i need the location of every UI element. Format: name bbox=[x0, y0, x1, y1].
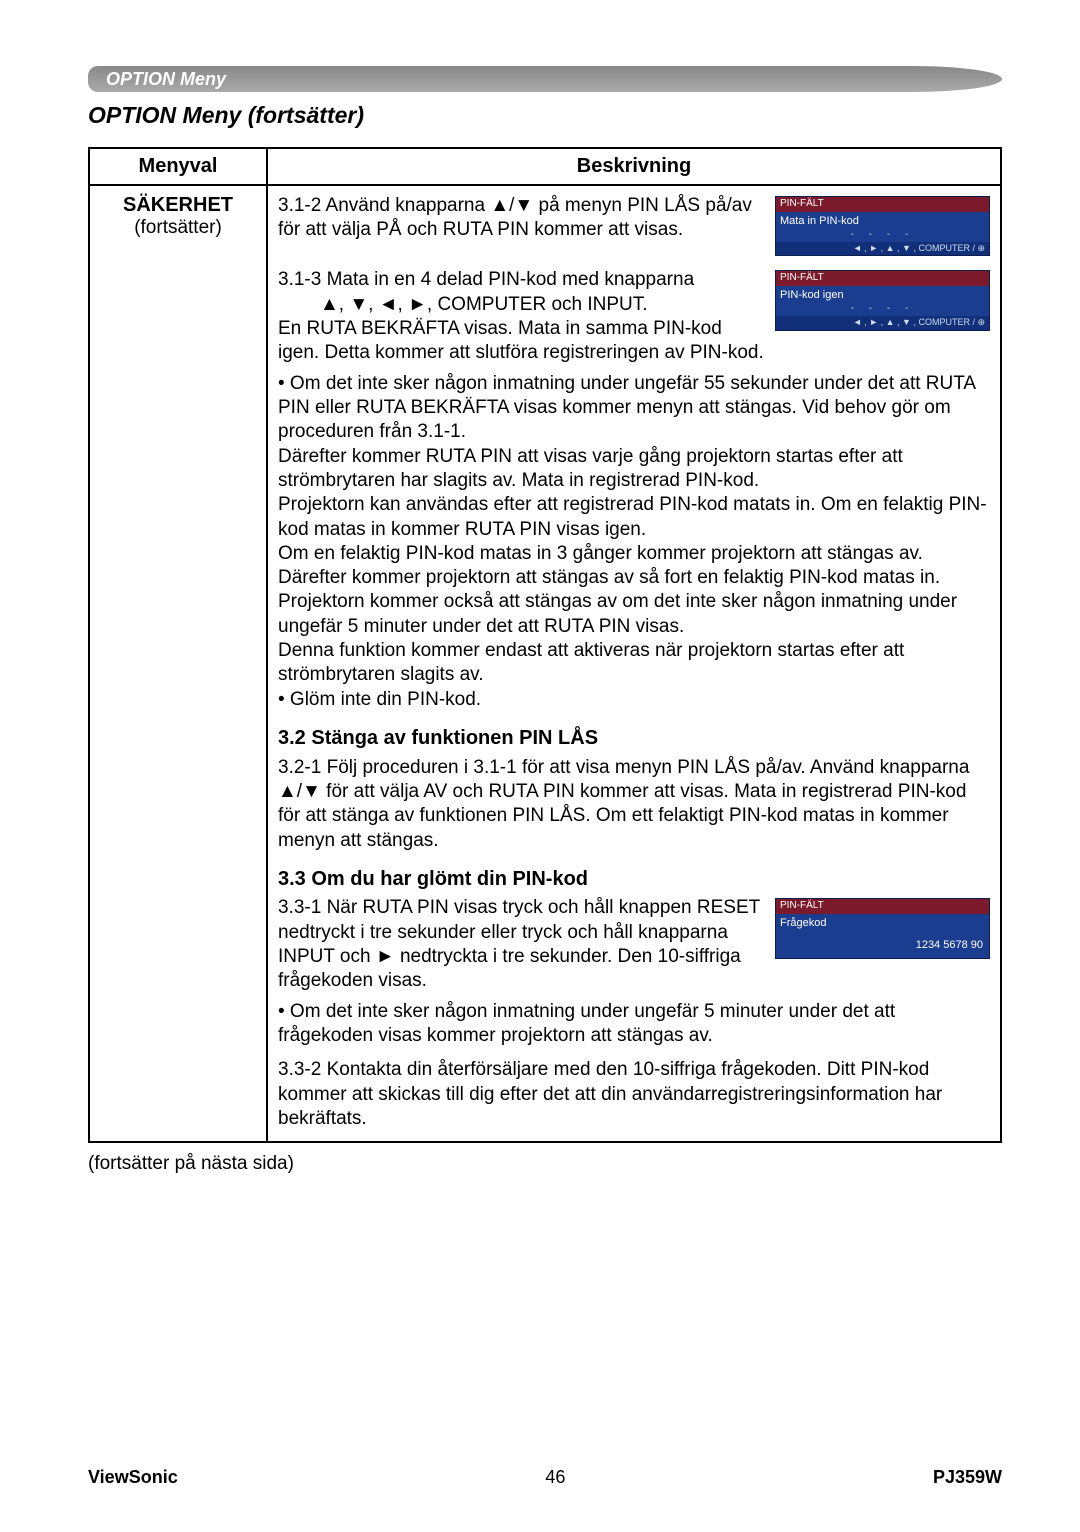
pin-box-1-foot: ◄ , ► , ▲ , ▼ , COMPUTER / ⊕ bbox=[776, 242, 989, 256]
step-3-2-1: 3.2-1 Följ proceduren i 3.1-1 för att vi… bbox=[278, 756, 990, 853]
pin-box-1: PIN-FÄLT Mata in PIN-kod - - - - ◄ , ► ,… bbox=[775, 196, 990, 256]
pin-box-2-header: PIN-FÄLT bbox=[776, 271, 989, 286]
pin-box-1-label: Mata in PIN-kod bbox=[776, 212, 989, 230]
step-3-1-3-text-b: En RUTA BEKRÄFTA visas. Mata in samma PI… bbox=[278, 317, 767, 366]
para-1: Därefter kommer RUTA PIN att visas varje… bbox=[278, 445, 990, 494]
heading-3-2: 3.2 Stänga av funktionen PIN LÅS bbox=[278, 726, 990, 752]
footer-page-number: 46 bbox=[545, 1467, 565, 1488]
arrow-right-icon: ► bbox=[376, 946, 395, 967]
para-3: Om en felaktig PIN-kod matas in 3 gånger… bbox=[278, 542, 990, 639]
pin-box-2: PIN-FÄLT PIN-kod igen - - - - ◄ , ► , ▲ … bbox=[775, 270, 990, 330]
arrow-up-down-icon: ▲/▼ bbox=[278, 781, 321, 802]
menyval-cell: SÄKERHET (fortsätter) bbox=[89, 185, 267, 1142]
pin-box-3-label: Frågekod bbox=[776, 914, 989, 932]
pin-box-1-header: PIN-FÄLT bbox=[776, 197, 989, 212]
step-3-1-3-text-a: 3.1-3 Mata in en 4 delad PIN-kod med kna… bbox=[278, 268, 767, 292]
pin-box-3: PIN-FÄLT Frågekod 1234 5678 90 bbox=[775, 898, 990, 959]
description-cell: 3.1-2 Använd knapparna ▲/▼ på menyn PIN … bbox=[267, 185, 1001, 1142]
pin-box-1-dashes: - - - - bbox=[776, 230, 989, 242]
pin-box-2-foot: ◄ , ► , ▲ , ▼ , COMPUTER / ⊕ bbox=[776, 316, 989, 330]
step-3-1-2: 3.1-2 Använd knapparna ▲/▼ på menyn PIN … bbox=[278, 194, 990, 262]
para-4: Denna funktion kommer endast att aktiver… bbox=[278, 639, 990, 688]
continues-note: (fortsätter på nästa sida) bbox=[88, 1153, 1002, 1175]
page-subtitle: OPTION Meny (fortsätter) bbox=[88, 102, 1002, 129]
pin-box-2-dashes: - - - - bbox=[776, 304, 989, 316]
section-header-bar: OPTION Meny bbox=[88, 66, 1002, 92]
col-header-menyval: Menyval bbox=[89, 148, 267, 185]
pin-box-2-label: PIN-kod igen bbox=[776, 286, 989, 304]
footer-model: PJ359W bbox=[933, 1467, 1002, 1488]
arrow-up-down-icon: ▲/▼ bbox=[490, 195, 533, 216]
col-header-beskrivning: Beskrivning bbox=[267, 148, 1001, 185]
pin-box-3-code: 1234 5678 90 bbox=[776, 932, 989, 958]
section-header-text: OPTION Meny bbox=[106, 69, 226, 90]
pin-box-3-header: PIN-FÄLT bbox=[776, 899, 989, 914]
menyval-sub: (fortsätter) bbox=[98, 217, 258, 239]
step-3-1-2-text-a: 3.1-2 Använd knapparna bbox=[278, 195, 490, 216]
para-2: Projektorn kan användas efter att regist… bbox=[278, 493, 990, 542]
bullet-2: • Glöm inte din PIN-kod. bbox=[278, 688, 990, 712]
step-3-2-1-text-a: 3.2-1 Följ proceduren i 3.1-1 för att vi… bbox=[278, 757, 969, 778]
step-3-3-1: 3.3-1 När RUTA PIN visas tryck och håll … bbox=[278, 896, 990, 993]
step-3-2-1-text-b: för att välja AV och RUTA PIN kommer att… bbox=[278, 781, 966, 851]
direction-buttons-icon: ▲, ▼, ◄, ►, COMPUTER och INPUT. bbox=[320, 294, 648, 315]
heading-3-3: 3.3 Om du har glömt din PIN-kod bbox=[278, 867, 990, 893]
footer-brand: ViewSonic bbox=[88, 1467, 178, 1488]
menyval-title: SÄKERHET bbox=[98, 194, 258, 217]
bullet-1: • Om det inte sker någon inmatning under… bbox=[278, 372, 990, 445]
step-3-1-3: 3.1-3 Mata in en 4 delad PIN-kod med kna… bbox=[278, 268, 990, 365]
option-table: Menyval Beskrivning SÄKERHET (fortsätter… bbox=[88, 147, 1002, 1143]
bullet-3: • Om det inte sker någon inmatning under… bbox=[278, 1000, 990, 1049]
page-footer: ViewSonic 46 PJ359W bbox=[88, 1467, 1002, 1488]
step-3-3-2: 3.3-2 Kontakta din återförsäljare med de… bbox=[278, 1058, 990, 1131]
